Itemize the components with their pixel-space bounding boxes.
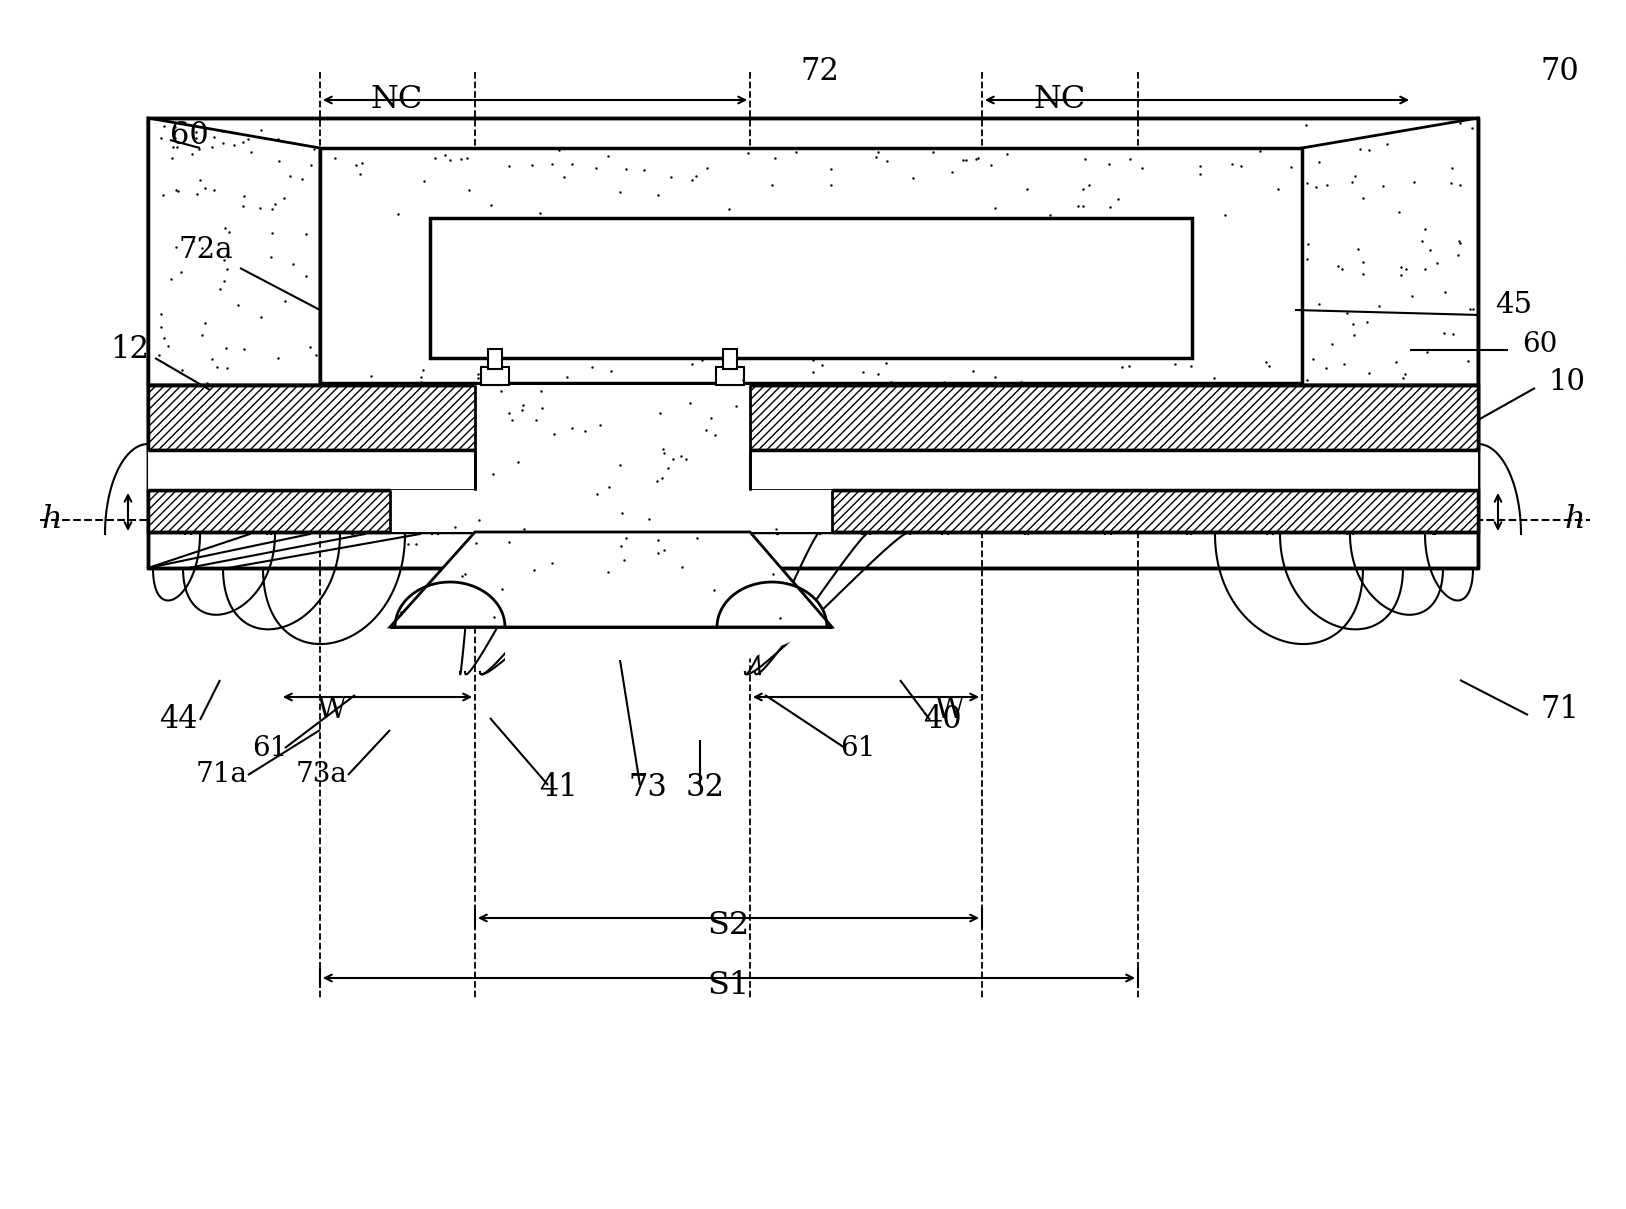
Text: S2: S2	[707, 909, 750, 941]
Text: S1: S1	[707, 970, 750, 1001]
Bar	[724, 349, 737, 369]
Text: 40: 40	[922, 705, 961, 735]
Text: 70: 70	[1540, 57, 1579, 87]
Bar	[320, 147, 1302, 383]
Bar	[475, 450, 750, 490]
Text: 41: 41	[538, 773, 577, 804]
Bar	[475, 384, 750, 490]
Text: 71: 71	[1540, 694, 1579, 725]
Polygon shape	[1302, 118, 1478, 384]
Text: 32: 32	[686, 773, 725, 804]
Text: 61: 61	[252, 735, 288, 762]
Text: 72: 72	[800, 57, 839, 87]
Text: 72a: 72a	[177, 236, 233, 264]
Bar	[715, 368, 745, 384]
Bar	[148, 118, 1478, 568]
Text: 44: 44	[159, 705, 197, 735]
Text: NC: NC	[371, 85, 423, 116]
Polygon shape	[148, 118, 320, 384]
Text: h: h	[1564, 504, 1585, 536]
Text: 60: 60	[171, 120, 208, 150]
Text: 61: 61	[841, 735, 876, 762]
Bar	[481, 368, 509, 384]
Text: 60: 60	[1522, 331, 1558, 359]
Text: 10: 10	[1548, 368, 1585, 397]
Bar	[148, 384, 1478, 450]
Text: 45: 45	[1494, 291, 1532, 319]
Text: h: h	[41, 504, 62, 536]
Bar	[488, 349, 502, 369]
Text: W: W	[935, 696, 964, 724]
Bar	[390, 490, 833, 532]
Bar	[429, 218, 1192, 358]
Bar	[148, 450, 1478, 490]
Polygon shape	[390, 532, 833, 627]
Text: 73a: 73a	[296, 762, 348, 788]
Text: 73: 73	[629, 773, 667, 804]
Text: 71a: 71a	[197, 762, 249, 788]
Text: W: W	[317, 696, 346, 724]
Bar	[148, 490, 1478, 532]
Text: NC: NC	[1034, 85, 1086, 116]
Polygon shape	[390, 582, 833, 672]
Text: 12: 12	[111, 335, 150, 365]
